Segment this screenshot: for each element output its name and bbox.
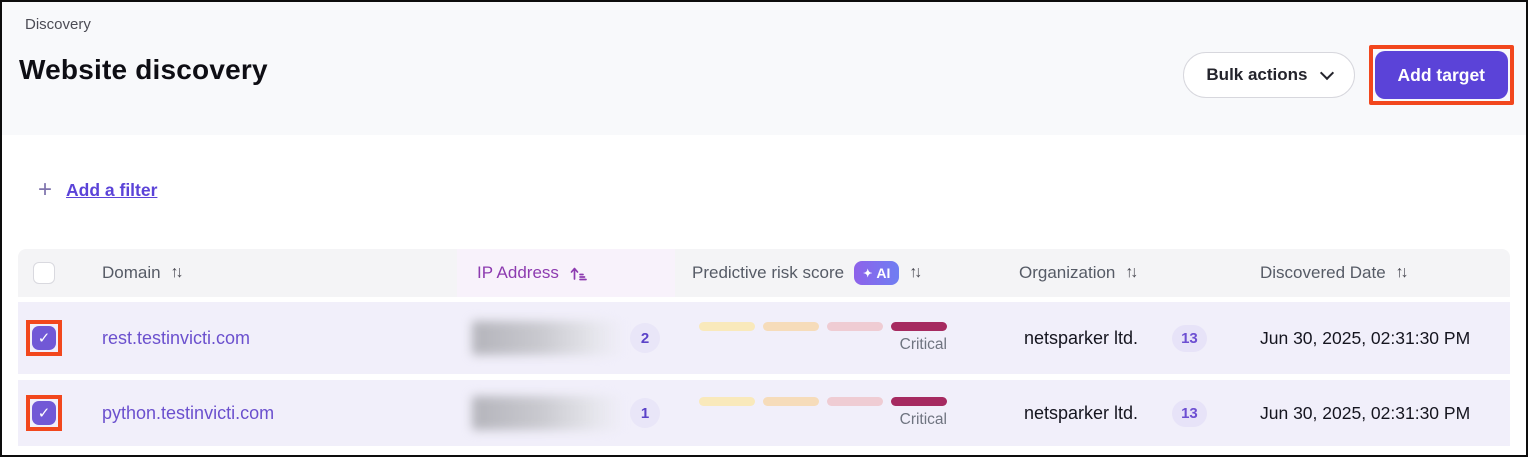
risk-score-bar xyxy=(699,322,947,331)
sort-icon[interactable]: ↑↓ xyxy=(170,264,184,281)
table-header-row: Domain ↑↓ IP Address Predictive risk sco… xyxy=(18,249,1510,297)
table-row: ✓ rest.testinvicti.com 2 xyxy=(18,302,1510,374)
risk-segment-low xyxy=(699,322,755,331)
page-header: Discovery Website discovery Bulk actions… xyxy=(2,2,1526,135)
ip-address-redacted xyxy=(472,396,622,430)
organization-cell: netsparker ltd. 13 xyxy=(1002,399,1242,427)
domain-header-label: Domain xyxy=(102,263,161,282)
plus-icon: + xyxy=(38,176,53,203)
ip-address-cell: 2 xyxy=(457,321,675,355)
ip-address-redacted xyxy=(472,321,622,355)
add-filter-link[interactable]: Add a filter xyxy=(66,179,158,200)
risk-level-label: Critical xyxy=(899,336,947,353)
risk-score-cell: Critical xyxy=(675,397,1002,429)
select-all-checkbox[interactable] xyxy=(33,262,55,284)
row-checkbox-cell: ✓ xyxy=(18,395,102,431)
annotation-highlight-add-target: Add target xyxy=(1368,45,1514,105)
discovered-date-cell: Jun 30, 2025, 02:31:30 PM xyxy=(1260,327,1471,348)
risk-segment-critical-active xyxy=(891,322,947,331)
sparkle-icon: ✦ xyxy=(863,267,873,280)
column-header-risk-score[interactable]: Predictive risk score ✦ AI ↑↓ xyxy=(675,249,1002,297)
sort-icon[interactable]: ↑↓ xyxy=(909,264,922,281)
risk-segment-high xyxy=(827,397,883,406)
row-checkbox-cell: ✓ xyxy=(18,320,102,356)
risk-segment-medium xyxy=(763,397,819,406)
annotation-highlight-checkbox: ✓ xyxy=(26,320,62,356)
ip-address-cell: 1 xyxy=(457,396,675,430)
ip-count-badge[interactable]: 1 xyxy=(630,398,660,428)
domain-cell: rest.testinvicti.com xyxy=(102,328,457,349)
risk-level-label: Critical xyxy=(899,411,947,428)
domain-link[interactable]: rest.testinvicti.com xyxy=(102,327,251,348)
organization-count-badge[interactable]: 13 xyxy=(1172,399,1207,427)
ai-badge: ✦ AI xyxy=(854,261,900,285)
discovered-date-header-label: Discovered Date xyxy=(1260,263,1386,282)
ip-header-label: IP Address xyxy=(477,263,559,282)
chevron-down-icon xyxy=(1319,65,1334,80)
check-icon: ✓ xyxy=(37,405,51,422)
annotation-highlight-checkbox: ✓ xyxy=(26,395,62,431)
risk-segment-critical-active xyxy=(891,397,947,406)
row-checkbox-checked[interactable]: ✓ xyxy=(32,401,56,425)
sort-icon[interactable]: ↑↓ xyxy=(1125,264,1138,281)
header-checkbox-cell xyxy=(18,249,102,297)
organization-name: netsparker ltd. xyxy=(1024,402,1139,423)
row-checkbox-checked[interactable]: ✓ xyxy=(32,326,56,350)
risk-segment-medium xyxy=(763,322,819,331)
domain-link[interactable]: python.testinvicti.com xyxy=(102,402,275,423)
header-actions: Bulk actions Add target xyxy=(1183,45,1514,105)
check-icon: ✓ xyxy=(37,330,51,347)
column-header-organization[interactable]: Organization ↑↓ xyxy=(1002,249,1242,297)
sort-ascending-icon[interactable] xyxy=(569,265,588,282)
organization-cell: netsparker ltd. 13 xyxy=(1002,324,1242,352)
column-header-domain[interactable]: Domain ↑↓ xyxy=(102,249,457,297)
domain-cell: python.testinvicti.com xyxy=(102,403,457,424)
risk-segment-low xyxy=(699,397,755,406)
table-row: ✓ python.testinvicti.com 1 xyxy=(18,380,1510,446)
column-header-discovered-date[interactable]: Discovered Date ↑↓ xyxy=(1242,249,1510,297)
risk-header-label: Predictive risk score xyxy=(692,263,845,282)
bulk-actions-button[interactable]: Bulk actions xyxy=(1183,52,1355,98)
page-title: Website discovery xyxy=(19,54,268,85)
ai-badge-label: AI xyxy=(876,265,891,281)
discovered-date-cell: Jun 30, 2025, 02:31:30 PM xyxy=(1260,402,1471,423)
organization-header-label: Organization xyxy=(1019,263,1116,282)
risk-segment-high xyxy=(827,322,883,331)
ip-count-badge[interactable]: 2 xyxy=(630,323,660,353)
bulk-actions-label: Bulk actions xyxy=(1206,65,1308,84)
filter-bar: + Add a filter xyxy=(38,178,157,202)
breadcrumb[interactable]: Discovery xyxy=(25,16,91,33)
risk-score-bar xyxy=(699,397,947,406)
risk-score-cell: Critical xyxy=(675,322,1002,354)
discovery-table: Domain ↑↓ IP Address Predictive risk sco… xyxy=(18,249,1510,446)
sort-icon[interactable]: ↑↓ xyxy=(1395,264,1409,281)
organization-name: netsparker ltd. xyxy=(1024,327,1139,348)
column-header-ip-address[interactable]: IP Address xyxy=(457,249,675,297)
organization-count-badge[interactable]: 13 xyxy=(1172,324,1207,352)
add-target-button[interactable]: Add target xyxy=(1374,51,1508,99)
